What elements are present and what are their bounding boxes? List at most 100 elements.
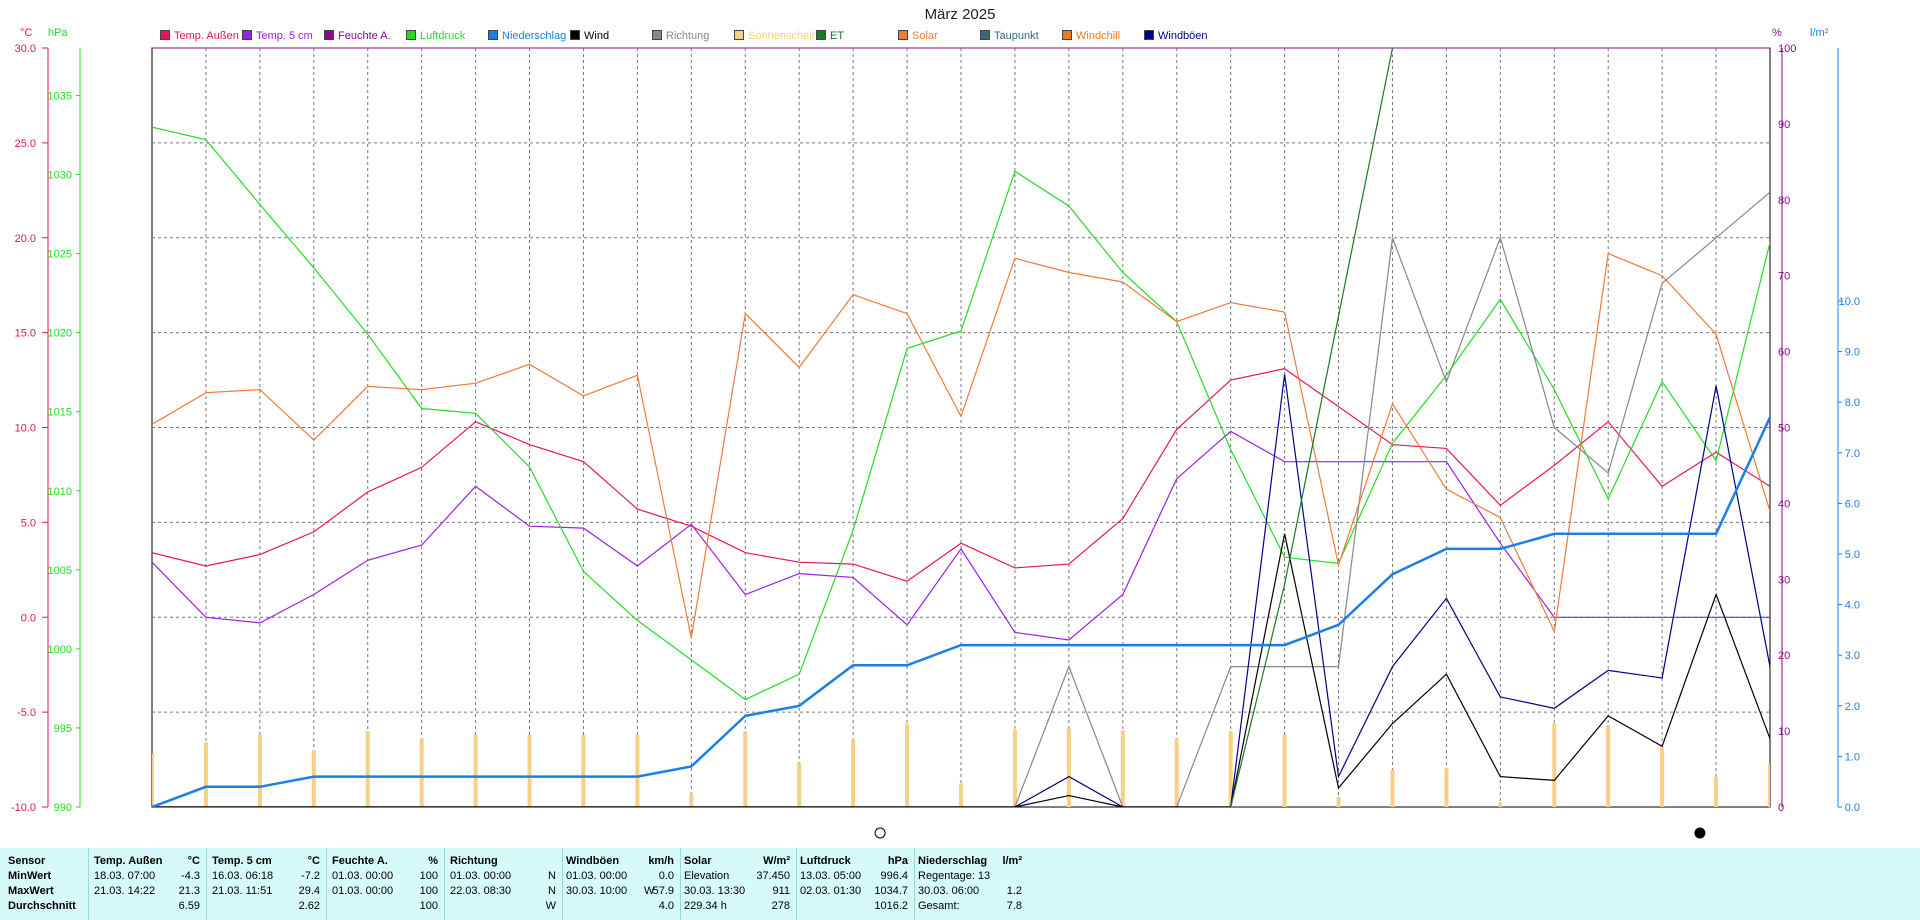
stats-feuchte-avg: 100 <box>419 900 438 912</box>
stats-niederschlag-max-time: 30.03. 06:00 <box>918 885 980 897</box>
pressure-tick-label: 1030 <box>48 170 72 182</box>
stats-niederschlag-avg-val: 7.8 <box>1006 900 1022 912</box>
sunshine-bar <box>1066 728 1071 807</box>
stats-unit-windboeen: km/h <box>648 855 674 867</box>
legend-item: Temp. Außen <box>160 30 239 42</box>
sunshine-bar <box>1174 738 1179 807</box>
stats-header-windboeen: Windböen <box>566 855 620 867</box>
stats-temp-5cm-min-time: 16.03. 06:18 <box>212 870 274 882</box>
legend-label: Windböen <box>1158 30 1208 42</box>
temp-tick-label: 5.0 <box>21 517 36 529</box>
temp-tick-label: 20.0 <box>15 233 36 245</box>
stats-col-temp-aussen: Temp. Außen °C 18.03. 07:00 -4.3 21.03. … <box>88 848 207 920</box>
legend-swatch <box>570 30 580 40</box>
stats-header-temp-aussen: Temp. Außen <box>94 855 163 867</box>
sunshine-bar <box>581 734 586 807</box>
stats-richtung-avg: W <box>545 900 556 912</box>
sunshine-bar <box>1552 723 1557 807</box>
percent-tick-label: 0 <box>1778 802 1784 814</box>
legend-swatch <box>652 30 662 40</box>
legend-item: Windböen <box>1144 30 1208 42</box>
series-line-windb-en <box>152 374 1770 807</box>
temp-tick-label: 25.0 <box>15 138 36 150</box>
pressure-tick-label: 1005 <box>48 565 72 577</box>
sunshine-bar <box>152 753 154 807</box>
sunshine-bar <box>1228 731 1233 807</box>
rain-tick-label: 7.0 <box>1845 448 1860 460</box>
rain-tick-label: 8.0 <box>1845 397 1860 409</box>
legend-label: Windchill <box>1076 30 1121 42</box>
legend-label: Niederschlag <box>502 30 567 42</box>
sunshine-bar <box>527 734 532 807</box>
sunshine-bar <box>203 742 208 807</box>
sunshine-bar <box>743 731 748 807</box>
sunshine-bar <box>1012 729 1017 807</box>
temp-tick-label: 0.0 <box>21 612 36 624</box>
series-line-luftdruck <box>152 126 1770 701</box>
legend-label: Taupunkt <box>994 30 1039 42</box>
stats-solar-avg: 278 <box>771 900 790 912</box>
stats-header-sensor: Sensor <box>8 855 46 867</box>
stats-richtung-min-time: 01.03. 00:00 <box>450 870 512 882</box>
stats-richtung-max-val: N <box>548 885 556 897</box>
rain-axis-unit: l/m² <box>1810 27 1829 39</box>
sunshine-bar <box>257 734 262 807</box>
sunshine-bar <box>1768 764 1770 807</box>
pressure-tick-label: 1000 <box>48 644 72 656</box>
rain-tick-label: 6.0 <box>1845 498 1860 510</box>
stats-solar-max-val: 911 <box>772 885 790 897</box>
sunshine-bar <box>311 750 316 807</box>
legend-swatch <box>1062 30 1072 40</box>
legend-label: Richtung <box>666 30 710 42</box>
stats-niederschlag-max-val: 1.2 <box>1006 885 1022 897</box>
legend-label: Feuchte A. <box>338 30 391 42</box>
legend-swatch <box>980 30 990 40</box>
percent-axis-unit: % <box>1772 27 1782 39</box>
new-moon-icon <box>874 827 886 839</box>
sunshine-bar <box>1120 730 1125 807</box>
stats-col-luftdruck: Luftdruck hPa 13.03. 05:00 996.4 02.03. … <box>796 848 915 920</box>
rain-tick-label: 4.0 <box>1845 600 1860 612</box>
temp-tick-label: 15.0 <box>15 328 36 340</box>
sunshine-bar <box>797 762 802 807</box>
stats-temp-aussen-max-val: 21.3 <box>178 885 200 897</box>
chart-canvas: °C hPa% l/m² 30.0 25.0 20.0 15.0 10.0 5.0 0.0 -5.0… <box>11 27 1860 839</box>
rain-tick-label: 3.0 <box>1845 650 1860 662</box>
stats-temp-aussen-max-time: 21.03. 14:22 <box>94 885 156 897</box>
sunshine-bar <box>473 734 478 807</box>
pressure-tick-label: 995 <box>54 723 72 735</box>
series-line-richtung <box>152 191 1770 807</box>
stats-luftdruck-min-time: 13.03. 05:00 <box>800 870 862 882</box>
sunshine-bar <box>1498 802 1503 807</box>
legend-swatch <box>324 30 334 40</box>
stats-feuchte-min-val: 100 <box>419 870 438 882</box>
stats-header-richtung: Richtung <box>450 855 498 867</box>
stats-row-min-label: MinWert <box>8 870 52 882</box>
legend-label: ET <box>830 30 845 42</box>
percent-tick-label: 70 <box>1778 271 1790 283</box>
legend-swatch <box>406 30 416 40</box>
sunshine-bar <box>1714 777 1719 807</box>
sunshine-bar <box>1336 797 1341 807</box>
stats-col-solar: Solar W/m² Elevation 37.450 30.03. 13:30… <box>680 848 797 920</box>
legend-label: Luftdruck <box>420 30 466 42</box>
stats-feuchte-max-val: 100 <box>419 885 438 897</box>
stats-solar-min-label: Elevation <box>684 870 730 882</box>
sunshine-bar <box>1282 734 1287 807</box>
legend-item: Sonnenschein <box>734 30 818 42</box>
temp-tick-label: -10.0 <box>11 802 36 814</box>
percent-tick-label: 20 <box>1778 650 1790 662</box>
stats-header-luftdruck: Luftdruck <box>800 855 851 867</box>
stats-header-temp-5cm: Temp. 5 cm <box>212 855 272 867</box>
pressure-tick-label: 1035 <box>48 90 72 102</box>
stats-solar-max-time: 30.03. 13:30 <box>684 885 746 897</box>
sunshine-bar <box>689 793 694 807</box>
temp-tick-label: 10.0 <box>15 423 36 435</box>
legend-label: Temp. 5 cm <box>256 30 313 42</box>
stats-unit-temp-5cm: °C <box>307 855 320 867</box>
stats-unit-luftdruck: hPa <box>887 855 908 867</box>
stats-windboeen-max-dir: W <box>644 885 655 897</box>
legend-swatch <box>488 30 498 40</box>
full-moon-icon <box>1694 827 1706 839</box>
legend-swatch <box>898 30 908 40</box>
